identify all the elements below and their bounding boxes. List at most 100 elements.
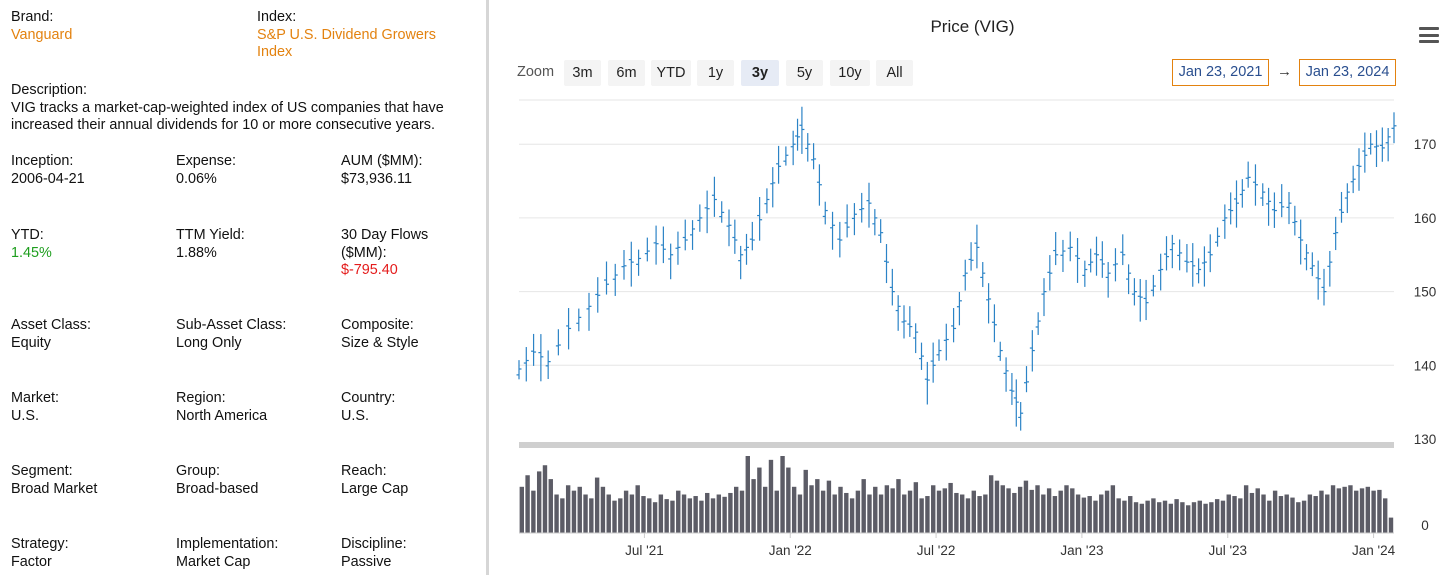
ohlc-bar — [936, 339, 942, 361]
zoom-5y-button[interactable]: 5y — [786, 60, 823, 86]
volume-bar — [699, 500, 704, 533]
volume-bar — [1238, 498, 1243, 533]
ohlc-bar — [744, 233, 749, 265]
zoom-3y-button[interactable]: 3y — [741, 60, 779, 86]
reach-label: Reach: — [341, 463, 387, 479]
volume-tick-label: 0 — [1421, 518, 1429, 533]
ohlc-bar — [1279, 184, 1285, 218]
ohlc-bar — [1067, 231, 1073, 262]
x-tick-label: Jul '23 — [1208, 543, 1247, 558]
volume-bar — [1255, 488, 1260, 533]
zoom-3m-button[interactable]: 3m — [564, 60, 601, 86]
implementation-value: Market Cap — [176, 553, 251, 570]
ohlc-bar — [1150, 274, 1156, 297]
navigator-bar — [519, 442, 1394, 448]
discipline-field: Discipline: Passive — [341, 536, 407, 571]
volume-bar — [554, 494, 559, 533]
ohlc-bar — [776, 145, 782, 184]
date-from-input[interactable]: Jan 23, 2021 — [1172, 59, 1269, 86]
zoom-all-button[interactable]: All — [876, 60, 913, 86]
volume-bar — [1041, 494, 1046, 533]
ohlc-bar — [919, 342, 924, 370]
ohlc-bar — [1196, 258, 1202, 284]
x-tick-label: Jan '22 — [769, 543, 812, 558]
ohlc-bar — [644, 237, 650, 262]
volume-bar — [1012, 492, 1017, 533]
volume-bar — [820, 490, 826, 533]
volume-bar — [629, 494, 635, 533]
grid-lines — [519, 99, 1394, 366]
zoom-ytd-button[interactable]: YTD — [651, 60, 691, 86]
ohlc-bar — [805, 133, 811, 162]
volume-bar — [791, 486, 797, 533]
ohlc-bar — [749, 221, 755, 251]
region-field: Region: North America — [176, 390, 267, 425]
volume-bar — [1214, 499, 1220, 533]
price-chart[interactable]: 130 140 150 160 170 0 Jul '21 Jan '22 Jul '22 Jan… — [489, 0, 1456, 575]
volume-bar — [1035, 485, 1040, 533]
volume-bar — [971, 490, 976, 533]
ohlc-bar — [612, 263, 618, 296]
zoom-6m-button[interactable]: 6m — [608, 60, 645, 86]
ohlc-bar — [1082, 260, 1088, 287]
ohlc-bar — [1327, 250, 1333, 287]
volume-bar — [890, 488, 895, 533]
ohlc-bar — [523, 347, 529, 382]
ohlc-bar — [516, 360, 522, 380]
volume-bar — [838, 486, 843, 533]
ohlc-bar — [997, 341, 1003, 361]
ohlc-bar — [726, 209, 732, 247]
volume-bar — [1365, 486, 1371, 533]
volume-bar — [1226, 494, 1231, 533]
country-label: Country: — [341, 390, 396, 406]
volume-bar — [589, 498, 594, 533]
strategy-label: Strategy: — [11, 536, 69, 552]
volume-bar — [1336, 488, 1342, 533]
ohlc-bar — [790, 130, 796, 166]
volume-bar — [1220, 500, 1226, 533]
volume-bar — [565, 485, 571, 533]
composite-label: Composite: — [341, 317, 414, 333]
ohlc-bar — [555, 329, 561, 356]
ohlc-bar — [907, 306, 913, 337]
volume-bar — [878, 494, 884, 533]
implementation-field: Implementation: Market Cap — [176, 536, 278, 571]
chart-title: Price (VIG) — [930, 17, 1015, 36]
date-to-input[interactable]: Jan 23, 2024 — [1299, 59, 1396, 86]
volume-bar — [855, 490, 861, 533]
zoom-1y-button[interactable]: 1y — [697, 60, 734, 86]
ohlc-bar — [943, 323, 949, 361]
hamburger-menu-icon[interactable] — [1419, 27, 1439, 43]
sub-asset-class-field: Sub-Asset Class: Long Only — [176, 317, 286, 352]
zoom-10y-button[interactable]: 10y — [830, 60, 870, 86]
flows-label-line1: 30 Day Flows — [341, 227, 429, 243]
ohlc-bar — [628, 241, 634, 287]
ohlc-bar — [1339, 191, 1344, 223]
volume-bar — [774, 490, 779, 533]
ohlc-bar — [1286, 192, 1292, 225]
x-tick-label: Jul '22 — [917, 543, 956, 558]
ohlc-bar — [711, 176, 717, 217]
price-tick-label: 170 — [1414, 137, 1437, 152]
ohlc-bar — [668, 243, 674, 280]
volume-bar — [1128, 496, 1133, 533]
volume-bar — [884, 485, 890, 533]
volume-bar — [762, 486, 768, 533]
description-line1: VIG tracks a market-cap-weighted index o… — [11, 99, 444, 116]
market-field: Market: U.S. — [11, 390, 59, 425]
ohlc-bar — [1184, 244, 1190, 273]
brand-field: Brand: Vanguard — [11, 9, 72, 44]
aum-field: AUM ($MM): $73,936.11 — [341, 153, 423, 188]
volume-bar — [1249, 492, 1255, 533]
price-tick-label: 130 — [1414, 432, 1437, 447]
volume-bar — [1197, 500, 1202, 533]
volume-bar — [1180, 502, 1185, 533]
ohlc-bar — [531, 333, 537, 366]
ohlc-bar — [1309, 252, 1315, 277]
group-value: Broad-based — [176, 480, 259, 497]
volume-bar — [849, 498, 855, 533]
ohlc-bar — [545, 350, 551, 380]
ohlc-bar — [595, 277, 601, 313]
expense-field: Expense: 0.06% — [176, 153, 236, 188]
brand-value: Vanguard — [11, 26, 73, 43]
